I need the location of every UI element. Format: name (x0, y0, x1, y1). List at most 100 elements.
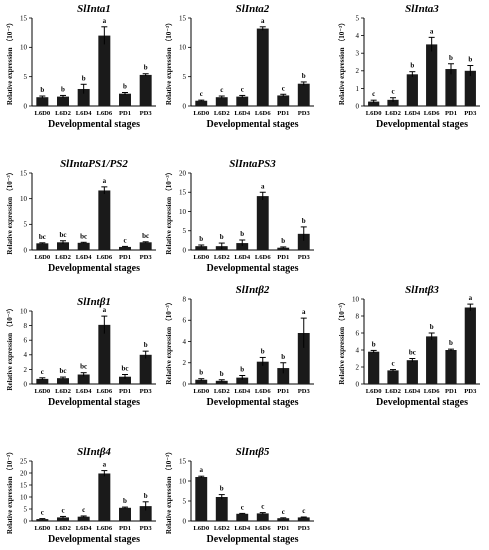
bar (195, 477, 208, 521)
y-tick-label: 6 (183, 317, 187, 325)
x-tick-label: L6D6 (255, 254, 271, 261)
y-tick-label: 2 (24, 366, 28, 374)
y-tick-label: 5 (24, 505, 28, 513)
y-tick-label: 4 (24, 351, 28, 359)
significance-letter: b (372, 340, 376, 348)
x-tick-label: PD3 (140, 254, 153, 261)
significance-letter: b (144, 341, 148, 349)
significance-letter: a (200, 466, 204, 474)
chart-panel: SlInta1 Relative expression （10⁻³） 0 5 10 15 b… (6, 3, 156, 130)
x-tick-label: L6D6 (96, 254, 112, 261)
significance-letter: b (199, 369, 203, 377)
x-axis-label: Developmental stages (207, 263, 299, 274)
significance-letter: b (123, 83, 127, 91)
bar (236, 513, 249, 521)
y-tick-label: 6 (24, 337, 28, 345)
y-axis-label: Relative expression （10⁻³） (165, 19, 173, 105)
x-axis-label: Developmental stages (376, 397, 468, 408)
bar (445, 69, 457, 106)
y-tick-label: 2 (183, 359, 187, 367)
chart-panel: SlIntaPS1/PS2 Relative expression （10⁻³） 0… (6, 158, 156, 274)
significance-letter: bc (409, 349, 416, 357)
x-tick-label: L6D6 (96, 110, 112, 117)
x-axis-label: Developmental stages (207, 534, 299, 545)
bar (195, 379, 208, 384)
bar (297, 333, 310, 384)
significance-letter: bc (39, 233, 46, 241)
significance-letter: b (281, 353, 285, 361)
chart-panel: SlIntβ2 Relative expression （10⁻³） 0 2 4 6 8 b L… (165, 284, 314, 408)
chart-panel: SlIntβ4 Relative expression （10⁻³） 0 5 10 15 2… (6, 446, 156, 545)
x-tick-label: L6D2 (55, 254, 71, 261)
bar (195, 246, 208, 250)
bar (426, 336, 438, 384)
significance-letter: a (430, 27, 434, 35)
significance-letter: c (302, 507, 305, 515)
significance-letter: b (82, 74, 86, 82)
bar (387, 370, 399, 384)
y-tick-label: 2 (356, 363, 360, 371)
bar (57, 96, 69, 106)
bar (98, 190, 111, 250)
y-tick-label: 10 (179, 208, 187, 216)
bar (57, 517, 69, 521)
x-axis-label: Developmental stages (376, 119, 468, 130)
y-tick-label: 5 (183, 227, 187, 235)
x-axis-label: Developmental stages (207, 397, 299, 408)
chart-panel: SlIntβ3 Relative expression （10⁻³） 0 2 4 6 8 10… (338, 284, 480, 408)
chart-title: SlIntβ3 (405, 284, 439, 296)
bar (36, 378, 49, 384)
chart-title: SlIntaPS1/PS2 (60, 158, 128, 170)
bar (368, 351, 380, 384)
bar (215, 380, 228, 384)
significance-letter: b (261, 347, 265, 355)
x-tick-label: PD3 (140, 110, 153, 117)
x-tick-label: L6D2 (55, 110, 71, 117)
y-tick-label: 15 (179, 457, 187, 465)
significance-letter: b (468, 56, 472, 64)
significance-letter: b (61, 85, 65, 93)
significance-letter: c (82, 506, 85, 514)
bar (139, 506, 152, 521)
significance-letter: b (144, 492, 148, 500)
x-tick-label: L6D2 (214, 388, 230, 395)
bar (406, 74, 418, 106)
x-tick-label: L6D4 (76, 388, 92, 395)
bar (36, 97, 49, 106)
bar (77, 374, 90, 384)
bar (297, 233, 310, 250)
significance-letter: c (282, 84, 285, 92)
x-tick-label: PD3 (140, 388, 153, 395)
x-tick-label: L6D0 (34, 388, 50, 395)
bar (464, 70, 476, 106)
x-tick-label: L6D4 (76, 254, 92, 261)
significance-letter: a (261, 182, 265, 190)
bar (98, 324, 111, 384)
bar (236, 96, 249, 106)
significance-letter: b (449, 339, 453, 347)
y-tick-label: 15 (20, 481, 28, 489)
x-tick-label: L6D2 (55, 525, 71, 532)
x-tick-label: L6D0 (34, 110, 50, 117)
x-tick-label: L6D2 (214, 110, 230, 117)
significance-letter: a (103, 17, 107, 25)
chart-title: SlInta2 (236, 3, 270, 15)
x-tick-label: PD1 (277, 525, 289, 532)
x-tick-label: L6D0 (193, 388, 209, 395)
bar (277, 368, 290, 384)
significance-letter: a (103, 461, 107, 469)
significance-letter: c (41, 368, 44, 376)
x-tick-label: PD1 (277, 254, 289, 261)
significance-letter: b (123, 497, 127, 505)
y-tick-label: 5 (183, 73, 187, 81)
chart-panel: SlInta3 Relative expression （10⁻³） 0 1 2 3 4 5 c… (338, 3, 480, 130)
bar (236, 243, 249, 250)
chart-title: SlIntaPS3 (229, 158, 276, 170)
y-tick-label: 4 (183, 338, 187, 346)
significance-letter: c (391, 360, 394, 368)
y-axis-label: Relative expression （10⁻³） (338, 298, 346, 384)
x-tick-label: L6D6 (424, 388, 440, 395)
y-tick-label: 4 (356, 346, 360, 354)
bar (215, 97, 228, 106)
bar (57, 378, 69, 384)
